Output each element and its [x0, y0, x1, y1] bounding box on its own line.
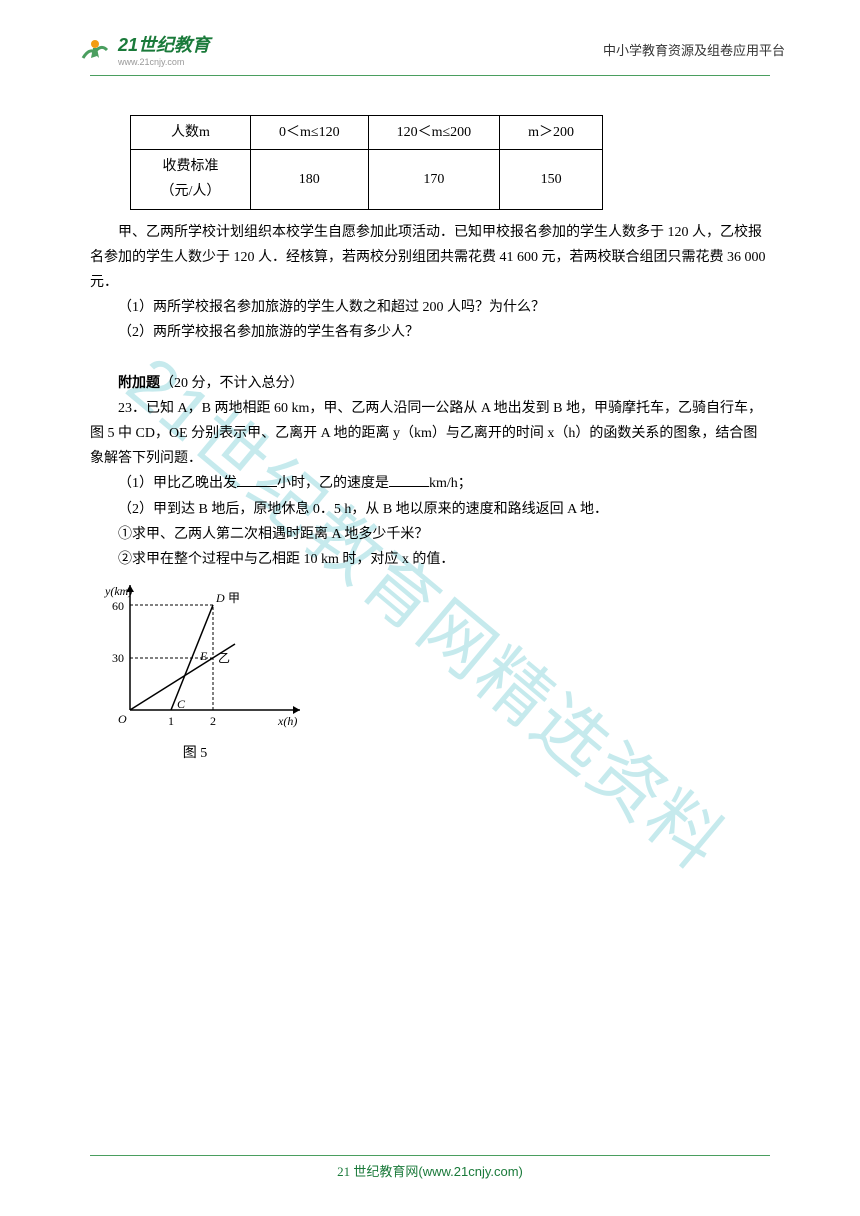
svg-text:乙: 乙	[218, 651, 230, 665]
graph-caption: 图 5	[100, 741, 290, 766]
text: km/h；	[429, 476, 472, 491]
paragraph: ②求甲在整个过程中与乙相距 10 km 时，对应 x 的值．	[90, 547, 770, 572]
text: 小时，乙的速度是	[277, 476, 389, 491]
logo-main-text: 21世纪教育	[118, 31, 210, 57]
paragraph: （2）两所学校报名参加旅游的学生各有多少人？	[90, 320, 770, 345]
footer-url: (www.21cnjy.com)	[418, 1164, 523, 1179]
paragraph: 甲、乙两所学校计划组织本校学生自愿参加此项活动．已知甲校报名参加的学生人数多于 …	[90, 220, 770, 296]
svg-text:y(km): y(km)	[104, 584, 132, 598]
bonus-title: 附加题（20 分，不计入总分）	[90, 371, 770, 396]
table-cell: m＞200	[500, 116, 603, 150]
svg-text:1: 1	[168, 714, 174, 728]
table-cell: 人数m	[131, 116, 251, 150]
logo-text: 21世纪教育 www.21cnjy.com	[118, 31, 210, 67]
main-content: 人数m 0＜m≤120 120＜m≤200 m＞200 收费标准（元/人） 18…	[90, 115, 770, 767]
paragraph: （2）甲到达 B 地后，原地休息 0．5 h，从 B 地以原来的速度和路线返回 …	[90, 497, 770, 522]
header-divider	[90, 75, 770, 76]
function-graph: y(km) x(h) O 60 30 1 2 C D 甲 E 乙	[100, 580, 310, 730]
paragraph: ①求甲、乙两人第二次相遇时距离 A 地多少千米？	[90, 522, 770, 547]
svg-text:C: C	[177, 697, 186, 711]
svg-text:x(h): x(h)	[277, 714, 297, 728]
footer-divider	[90, 1155, 770, 1156]
text: （1）甲比乙晚出发	[118, 476, 237, 491]
logo: 21世纪教育 www.21cnjy.com	[75, 30, 210, 68]
paragraph: （1）两所学校报名参加旅游的学生人数之和超过 200 人吗？为什么？	[90, 295, 770, 320]
paragraph: （1）甲比乙晚出发 小时，乙的速度是 km/h；	[90, 471, 770, 496]
svg-text:30: 30	[112, 651, 124, 665]
table-cell: 180	[251, 150, 369, 209]
svg-text:D: D	[215, 591, 225, 605]
logo-sub-text: www.21cnjy.com	[118, 57, 210, 67]
price-table: 人数m 0＜m≤120 120＜m≤200 m＞200 收费标准（元/人） 18…	[130, 115, 603, 210]
svg-text:60: 60	[112, 599, 124, 613]
table-cell: 收费标准（元/人）	[131, 150, 251, 209]
blank-line	[389, 486, 429, 487]
header-right-text: 中小学教育资源及组卷应用平台	[603, 40, 785, 59]
page-header: 21世纪教育 www.21cnjy.com 中小学教育资源及组卷应用平台	[0, 30, 860, 68]
table-cell: 150	[500, 150, 603, 209]
svg-text:2: 2	[210, 714, 216, 728]
logo-icon	[75, 30, 113, 68]
table-cell: 170	[368, 150, 500, 209]
graph-container: y(km) x(h) O 60 30 1 2 C D 甲 E 乙 图	[100, 580, 770, 766]
footer-cn: 21 世纪教育网	[337, 1164, 418, 1179]
svg-text:O: O	[118, 712, 127, 726]
bonus-title-text: 附加题	[118, 376, 160, 391]
table-row: 人数m 0＜m≤120 120＜m≤200 m＞200	[131, 116, 603, 150]
page-footer: 21 世纪教育网(www.21cnjy.com)	[0, 1161, 860, 1181]
blank-line	[237, 486, 277, 487]
svg-text:甲: 甲	[228, 591, 240, 605]
svg-text:E: E	[199, 649, 208, 663]
paragraph: 23．已知 A，B 两地相距 60 km，甲、乙两人沿同一公路从 A 地出发到 …	[90, 396, 770, 472]
table-cell: 120＜m≤200	[368, 116, 500, 150]
table-cell: 0＜m≤120	[251, 116, 369, 150]
table-row: 收费标准（元/人） 180 170 150	[131, 150, 603, 209]
bonus-score-text: （20 分，不计入总分）	[160, 376, 304, 391]
